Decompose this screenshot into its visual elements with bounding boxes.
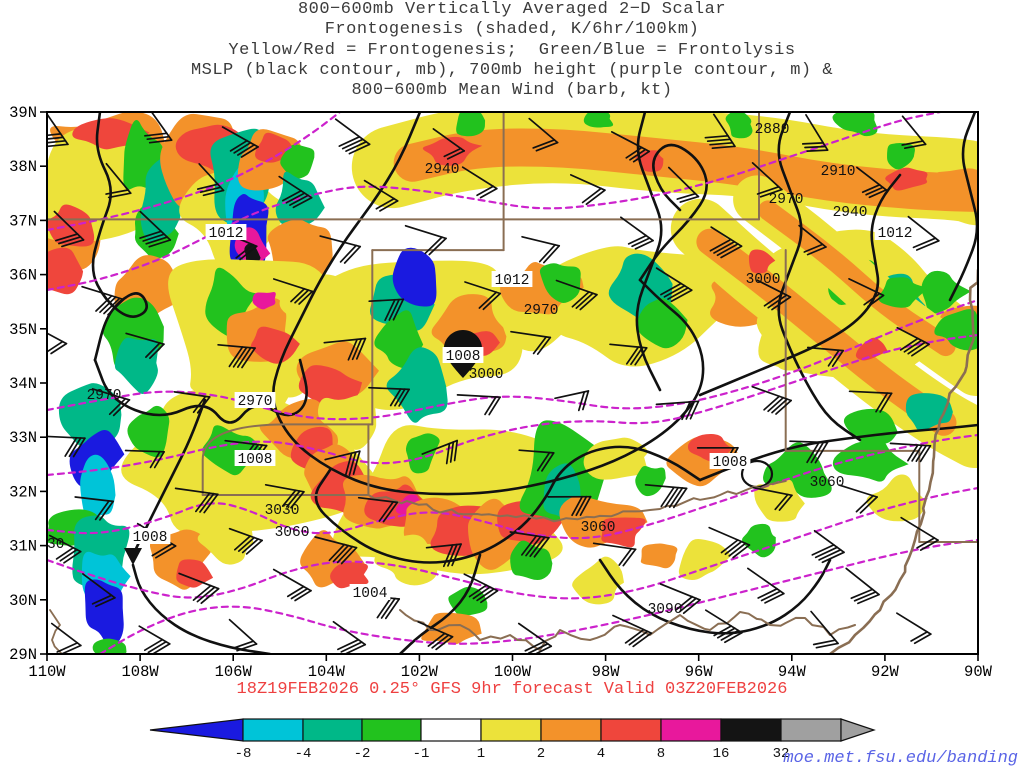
svg-text:8: 8 <box>657 746 665 762</box>
svg-text:3090: 3090 <box>648 602 683 618</box>
svg-text:100W: 100W <box>494 663 532 681</box>
svg-text:-1: -1 <box>413 746 430 762</box>
svg-text:37N: 37N <box>9 212 37 230</box>
svg-text:1012: 1012 <box>495 273 530 289</box>
svg-text:1: 1 <box>477 746 485 762</box>
svg-text:32N: 32N <box>9 483 37 501</box>
svg-text:1012: 1012 <box>878 226 913 242</box>
svg-text:3060: 3060 <box>810 475 845 491</box>
svg-text:1008: 1008 <box>133 530 168 546</box>
svg-text:92W: 92W <box>871 663 900 681</box>
svg-text:3060: 3060 <box>275 525 310 541</box>
svg-text:2970: 2970 <box>87 388 122 404</box>
svg-text:29N: 29N <box>9 646 37 664</box>
svg-text:30N: 30N <box>9 592 37 610</box>
svg-text:1012: 1012 <box>209 226 244 242</box>
svg-text:1008: 1008 <box>238 452 273 468</box>
svg-text:2: 2 <box>537 746 545 762</box>
svg-text:36N: 36N <box>9 267 37 285</box>
svg-text:2970: 2970 <box>524 303 559 319</box>
svg-text:-8: -8 <box>235 746 252 762</box>
svg-text:2910: 2910 <box>821 164 856 180</box>
svg-text:2940: 2940 <box>833 205 868 221</box>
svg-text:108W: 108W <box>121 663 159 681</box>
svg-text:90W: 90W <box>964 663 993 681</box>
svg-text:39N: 39N <box>9 104 37 122</box>
svg-text:2940: 2940 <box>425 162 460 178</box>
svg-text:1008: 1008 <box>446 349 481 365</box>
svg-text:16: 16 <box>713 746 730 762</box>
svg-text:-2: -2 <box>354 746 371 762</box>
svg-text:3060: 3060 <box>581 520 616 536</box>
svg-text:18Z19FEB2026 0.25° GFS 9hr for: 18Z19FEB2026 0.25° GFS 9hr forecast Vali… <box>237 680 788 699</box>
svg-text:2880: 2880 <box>755 122 790 138</box>
svg-text:102W: 102W <box>401 663 439 681</box>
svg-text:96W: 96W <box>685 663 714 681</box>
svg-text:35N: 35N <box>9 321 37 339</box>
svg-text:110W: 110W <box>28 663 66 681</box>
svg-text:34N: 34N <box>9 375 37 393</box>
svg-text:3030: 3030 <box>265 503 300 519</box>
svg-text:31N: 31N <box>9 538 37 556</box>
svg-text:2970: 2970 <box>238 394 273 410</box>
svg-text:1008: 1008 <box>713 455 748 471</box>
svg-text:4: 4 <box>597 746 605 762</box>
svg-text:2970: 2970 <box>769 192 804 208</box>
svg-text:94W: 94W <box>778 663 807 681</box>
svg-text:38N: 38N <box>9 158 37 176</box>
svg-text:98W: 98W <box>592 663 621 681</box>
svg-text:33N: 33N <box>9 429 37 447</box>
svg-text:1004: 1004 <box>353 586 388 602</box>
svg-text:-4: -4 <box>295 746 312 762</box>
svg-text:3000: 3000 <box>746 272 781 288</box>
svg-text:moe.met.fsu.edu/banding: moe.met.fsu.edu/banding <box>783 749 1018 768</box>
svg-text:104W: 104W <box>308 663 346 681</box>
svg-text:106W: 106W <box>215 663 253 681</box>
svg-text:3000: 3000 <box>469 367 504 383</box>
